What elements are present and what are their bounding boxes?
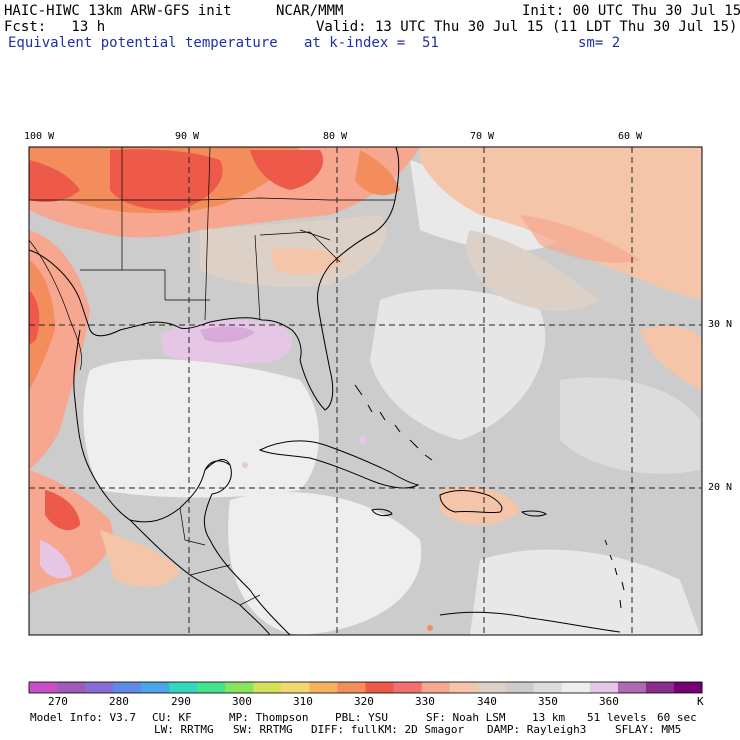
lon-label-90w: 90 W — [175, 131, 200, 142]
graticule — [29, 147, 702, 635]
colorbar-swatch — [533, 682, 563, 693]
colorbar-swatch — [645, 682, 675, 693]
level-label: at k-index = 51 — [304, 35, 439, 51]
org-label: NCAR/MMM — [276, 3, 344, 19]
colorbar-swatch — [673, 682, 703, 693]
colorbar-label-290: 290 — [171, 695, 191, 708]
colorbar-label-360: 360 — [599, 695, 619, 708]
colorbar-swatch — [337, 682, 366, 693]
colorbar-swatch — [477, 682, 507, 693]
model-title: HAIC-HIWC 13km ARW-GFS init — [4, 3, 232, 19]
valid-time: Valid: 13 UTC Thu 30 Jul 15 (11 LDT Thu … — [316, 19, 738, 35]
lat-label-30n: 30 N — [708, 319, 733, 330]
colorbar-label-300: 300 — [232, 695, 252, 708]
footer-sflay: SFLAY: MM5 — [615, 723, 682, 736]
colorbar-swatch — [617, 682, 647, 693]
map-field — [29, 147, 702, 635]
footer-model-info: Model Info: V3.7 — [30, 711, 136, 724]
colorbar-swatch — [561, 682, 591, 693]
footer-sf: SF: Noah LSM — [426, 711, 506, 724]
footer-km: KM: 2D Smagor — [378, 723, 465, 736]
lon-label-80w: 80 W — [323, 131, 348, 142]
footer-lw: LW: RRTMG — [154, 723, 214, 736]
colorbar-swatch — [281, 682, 310, 693]
colorbar-swatch — [589, 682, 619, 693]
colorbar-swatch — [225, 682, 254, 693]
colorbar-swatch — [197, 682, 226, 693]
coastlines — [28, 146, 625, 636]
lon-label-70w: 70 W — [470, 131, 495, 142]
colorbar-label-350: 350 — [538, 695, 558, 708]
footer-diff: DIFF: full — [311, 723, 378, 736]
lon-label-100w: 100 W — [24, 131, 55, 142]
colorbar-swatch — [169, 682, 198, 693]
lat-label-20n: 20 N — [708, 482, 733, 493]
political-borders — [28, 146, 395, 606]
map-frame — [28, 146, 703, 636]
colorbar-swatch — [421, 682, 451, 693]
colorbar-label-340: 340 — [477, 695, 497, 708]
footer-cu: CU: KF — [152, 711, 192, 724]
colorbar-label-280: 280 — [109, 695, 129, 708]
footer-damp: DAMP: Rayleigh3 — [487, 723, 587, 736]
colorbar-frame — [28, 681, 703, 694]
footer-mp: MP: Thompson — [229, 711, 309, 724]
smoothing-label: sm= 2 — [578, 35, 621, 51]
colorbar — [29, 682, 703, 693]
colorbar-swatch — [57, 682, 86, 693]
lon-label-60w: 60 W — [618, 131, 643, 142]
init-time: Init: 00 UTC Thu 30 Jul 15 — [522, 3, 740, 19]
colorbar-label-310: 310 — [293, 695, 313, 708]
colorbar-swatch — [365, 682, 395, 693]
forecast-hour: Fcst: 13 h — [4, 19, 106, 35]
colorbar-swatch — [113, 682, 142, 693]
footer-sw: SW: RRTMG — [233, 723, 293, 736]
colorbar-swatch — [449, 682, 479, 693]
colorbar-unit: K — [697, 695, 704, 708]
colorbar-swatch — [309, 682, 338, 693]
colorbar-swatch — [253, 682, 282, 693]
footer-resolution: 13 km — [532, 711, 566, 724]
colorbar-label-270: 270 — [48, 695, 68, 708]
colorbar-label-330: 330 — [415, 695, 435, 708]
colorbar-swatch — [29, 682, 58, 693]
footer-timestep: 60 sec — [657, 711, 697, 724]
footer-pbl: PBL: YSU — [335, 711, 388, 724]
colorbar-swatch — [85, 682, 114, 693]
colorbar-swatch — [141, 682, 170, 693]
field-name: Equivalent potential temperature — [8, 35, 278, 51]
footer-levels: 51 levels — [587, 711, 647, 724]
colorbar-swatch — [505, 682, 535, 693]
colorbar-label-320: 320 — [354, 695, 374, 708]
colorbar-swatch — [393, 682, 423, 693]
